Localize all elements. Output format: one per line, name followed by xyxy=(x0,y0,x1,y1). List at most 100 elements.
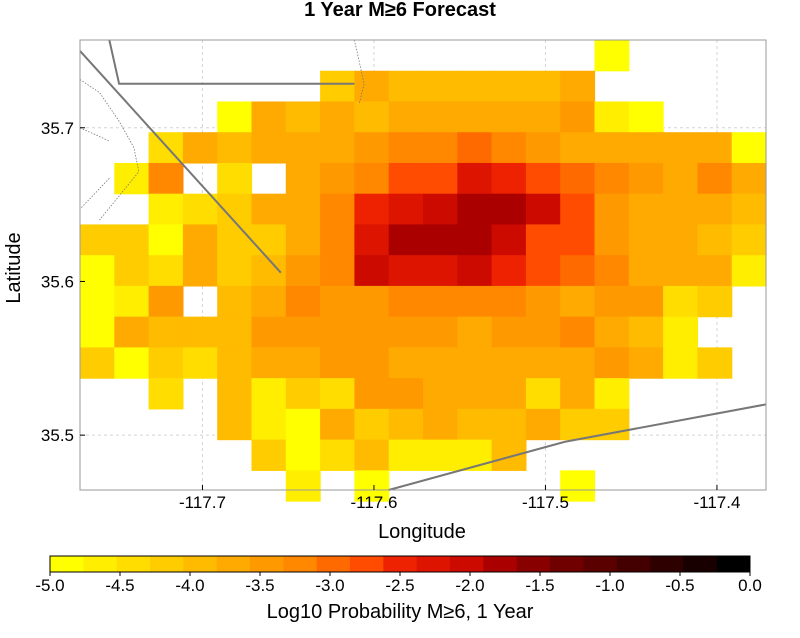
heatmap-cell xyxy=(663,316,698,348)
heatmap-cell xyxy=(251,408,287,441)
heatmap-cell xyxy=(491,162,527,195)
heatmap-cell xyxy=(80,285,115,318)
heatmap-cell xyxy=(560,347,596,379)
colorbar-swatch xyxy=(683,556,718,572)
colorbar-swatch xyxy=(450,556,484,572)
heatmap-cell xyxy=(285,162,321,195)
boundary-line xyxy=(79,79,140,221)
heatmap-cell xyxy=(354,162,390,195)
heatmap-cell xyxy=(148,285,184,318)
heatmap-cell xyxy=(457,408,493,441)
heatmap-cell xyxy=(285,378,321,410)
heatmap-cell xyxy=(457,224,493,256)
chart-title: 1 Year M≥6 Forecast xyxy=(304,0,496,21)
heatmap-cell xyxy=(628,285,664,318)
heatmap-cell xyxy=(80,347,115,379)
x-axis-label: Longitude xyxy=(378,521,466,543)
heatmap-cell xyxy=(251,439,287,471)
heatmap-cell xyxy=(525,255,561,287)
heatmap-cell xyxy=(525,408,561,441)
heatmap-cell xyxy=(663,162,698,195)
heatmap-cell xyxy=(594,193,630,226)
heatmap-cell xyxy=(731,193,767,226)
heatmap-cell xyxy=(388,439,424,471)
heatmap-cell xyxy=(354,193,390,226)
heatmap-cell xyxy=(697,132,733,164)
heatmap-cell xyxy=(388,101,424,133)
heatmap-cell xyxy=(628,193,664,226)
heatmap-cell xyxy=(731,162,767,195)
heatmap-cell xyxy=(423,162,458,195)
heatmap-cell xyxy=(114,255,150,287)
colorbar-swatch xyxy=(416,556,451,572)
heatmap-cell xyxy=(663,285,698,318)
heatmap-cell xyxy=(285,101,321,133)
heatmap-cell xyxy=(251,101,287,133)
heatmap-cell xyxy=(388,224,424,256)
heatmap-cell xyxy=(457,101,493,133)
heatmap-cell xyxy=(628,162,664,195)
heatmap-cell xyxy=(457,316,493,348)
heatmap-cell xyxy=(457,162,493,195)
colorbar-swatch xyxy=(50,556,84,572)
heatmap-cell xyxy=(423,408,458,441)
colorbar-tick-label: -1.5 xyxy=(525,576,554,595)
heatmap-cell xyxy=(148,378,184,410)
heatmap-cell xyxy=(697,193,733,226)
heatmap-cell xyxy=(594,316,630,348)
heatmap-cell xyxy=(663,193,698,226)
heatmap-cell xyxy=(217,316,253,348)
heatmap-cell xyxy=(320,347,355,379)
heatmap-cell xyxy=(560,70,596,103)
colorbar-tick-label: -3.5 xyxy=(245,576,274,595)
heatmap-cell xyxy=(251,378,287,410)
colorbar-swatch xyxy=(716,556,751,572)
colorbar-tick-label: -0.5 xyxy=(665,576,694,595)
colorbar-swatch xyxy=(350,556,384,572)
heatmap-cell xyxy=(354,70,390,103)
plot-area xyxy=(79,39,767,502)
heatmap-cell xyxy=(320,316,355,348)
heatmap-cell xyxy=(354,255,390,287)
heatmap-cell xyxy=(697,255,733,287)
heatmap-cell xyxy=(182,132,218,164)
colorbar-swatch xyxy=(616,556,651,572)
heatmap-cell xyxy=(217,132,253,164)
heatmap-cell xyxy=(285,347,321,379)
heatmap-cell xyxy=(114,316,150,348)
heatmap-cell xyxy=(491,224,527,256)
heatmap-cell xyxy=(217,408,253,441)
heatmap-cell xyxy=(148,316,184,348)
heatmap-cell xyxy=(388,193,424,226)
heatmap-cell xyxy=(320,132,355,164)
heatmap-cell xyxy=(628,224,664,256)
heatmap-cell xyxy=(731,132,767,164)
heatmap-cell xyxy=(491,285,527,318)
colorbar-tick-label: -2.5 xyxy=(385,576,414,595)
colorbar-swatch xyxy=(316,556,351,572)
heatmap-cell xyxy=(423,347,458,379)
heatmap-cell xyxy=(320,101,355,133)
colorbar-ticks: -5.0 -4.5 -4.0 -3.5 -3.0 -2.5 -2.0 -1.5 -1.0 -0.5… xyxy=(35,572,762,595)
heatmap-cell xyxy=(594,224,630,256)
heatmap-cell xyxy=(354,347,390,379)
heatmap-cell xyxy=(354,470,390,502)
heatmap-cell xyxy=(525,224,561,256)
heatmap-cell xyxy=(320,193,355,226)
heatmap-cell xyxy=(251,285,287,318)
heatmap-cell xyxy=(354,224,390,256)
x-tick-label: -117.4 xyxy=(693,493,740,512)
colorbar-tick-label: -1.0 xyxy=(595,576,624,595)
heatmap-cell xyxy=(457,285,493,318)
heatmap-cell xyxy=(560,132,596,164)
heatmap-cell xyxy=(285,439,321,471)
heatmap-cell xyxy=(320,70,355,103)
heatmap-cell xyxy=(423,378,458,410)
heatmap-cell xyxy=(594,285,630,318)
heatmap-cell xyxy=(251,193,287,226)
heatmap-cell xyxy=(182,255,218,287)
heatmap-cell xyxy=(663,255,698,287)
heatmap-cell xyxy=(457,378,493,410)
heatmap-cell xyxy=(285,224,321,256)
